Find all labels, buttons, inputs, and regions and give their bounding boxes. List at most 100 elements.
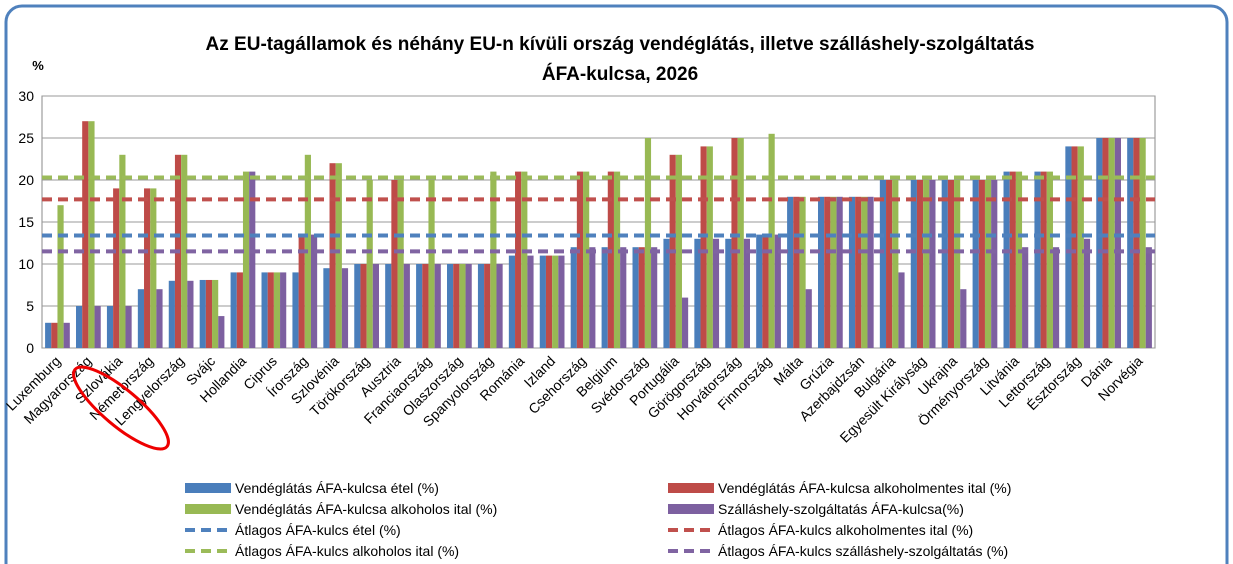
bar xyxy=(212,279,219,348)
bar xyxy=(521,171,528,348)
bar xyxy=(447,264,454,348)
bar xyxy=(1022,247,1029,348)
bar xyxy=(484,264,491,348)
bar xyxy=(298,234,305,348)
bar xyxy=(867,196,874,348)
legend-label: Átlagos ÁFA-kulcs szálláshely-szolgáltat… xyxy=(718,543,1008,559)
bar xyxy=(106,306,114,348)
bar xyxy=(978,180,985,348)
legend-label: Vendéglátás ÁFA-kulcsa alkoholmentes ita… xyxy=(718,480,1011,496)
y-tick-label: 5 xyxy=(26,298,34,314)
bar xyxy=(663,238,670,348)
bar xyxy=(1133,138,1140,348)
bar xyxy=(372,264,379,348)
legend-swatch xyxy=(668,504,714,514)
bar xyxy=(984,180,992,348)
bar xyxy=(280,272,287,348)
bar xyxy=(886,180,893,348)
bar xyxy=(681,297,689,348)
bar xyxy=(434,264,441,348)
bar xyxy=(991,180,998,348)
bar xyxy=(335,163,342,348)
bar xyxy=(1052,247,1060,348)
bar xyxy=(1139,138,1146,348)
bar xyxy=(1065,146,1072,348)
bar xyxy=(1046,171,1053,348)
bar xyxy=(329,163,336,348)
legend-swatch xyxy=(668,483,714,493)
bar xyxy=(187,280,194,348)
bar xyxy=(1003,171,1010,348)
bar xyxy=(292,272,299,348)
bar xyxy=(558,255,565,348)
bar xyxy=(836,196,843,348)
bar xyxy=(508,255,516,348)
bar xyxy=(465,264,472,348)
bar xyxy=(137,289,145,348)
bar xyxy=(855,196,862,348)
y-tick-label: 10 xyxy=(18,256,34,272)
bar xyxy=(910,180,917,348)
chart-title: ÁFA-kulcsa, 2026 xyxy=(542,63,698,85)
bar xyxy=(45,322,52,348)
bar xyxy=(613,171,621,348)
bar xyxy=(1114,138,1121,348)
bar xyxy=(125,306,132,348)
bar xyxy=(954,180,961,348)
bar xyxy=(941,180,948,348)
legend-label: Vendéglátás ÁFA-kulcsa alkoholos ital (%… xyxy=(235,501,497,517)
bar xyxy=(82,121,89,348)
bar xyxy=(236,272,243,348)
bar xyxy=(576,171,584,348)
bar xyxy=(51,322,58,348)
bar xyxy=(354,264,361,348)
bar xyxy=(848,196,856,348)
bar xyxy=(273,272,281,348)
bar xyxy=(267,272,274,348)
bar xyxy=(150,188,157,348)
chart-title: Az EU-tagállamok és néhány EU-n kívüli o… xyxy=(206,34,1035,55)
bar xyxy=(799,196,806,348)
bar xyxy=(774,234,781,348)
bar xyxy=(1102,138,1109,348)
bar xyxy=(391,180,398,348)
bar xyxy=(341,268,349,348)
bar xyxy=(694,238,701,348)
bar xyxy=(428,180,435,348)
bar xyxy=(712,238,720,348)
bar xyxy=(323,268,330,348)
bar xyxy=(1040,171,1047,348)
bar xyxy=(539,255,546,348)
bar xyxy=(706,146,713,348)
legend-label: Átlagos ÁFA-kulcs alkoholos ital (%) xyxy=(235,543,459,559)
bar xyxy=(787,196,794,348)
bar xyxy=(583,171,590,348)
bar xyxy=(168,280,175,348)
bar xyxy=(1096,138,1103,348)
bar xyxy=(861,196,868,348)
bar xyxy=(1071,146,1078,348)
bar xyxy=(972,180,979,348)
bar xyxy=(261,272,268,348)
y-tick-label: 30 xyxy=(18,88,34,104)
bar xyxy=(113,188,120,348)
bar xyxy=(205,279,213,348)
bar xyxy=(1009,171,1016,348)
bar xyxy=(916,180,924,348)
bar xyxy=(1108,138,1115,348)
y-axis-label: % xyxy=(32,58,44,73)
legend-label: Átlagos ÁFA-kulcs alkoholmentes ital (%) xyxy=(718,522,973,538)
bar xyxy=(892,180,899,348)
legend-label: Vendéglátás ÁFA-kulcsa étel (%) xyxy=(235,480,439,496)
bar xyxy=(1034,171,1041,348)
bar xyxy=(453,264,460,348)
bar xyxy=(218,316,225,348)
y-tick-label: 25 xyxy=(18,130,34,146)
bar xyxy=(156,289,163,348)
bar xyxy=(490,171,497,348)
y-tick-label: 15 xyxy=(18,214,34,230)
bar xyxy=(700,146,707,348)
bar xyxy=(929,180,936,348)
bar xyxy=(249,171,256,348)
